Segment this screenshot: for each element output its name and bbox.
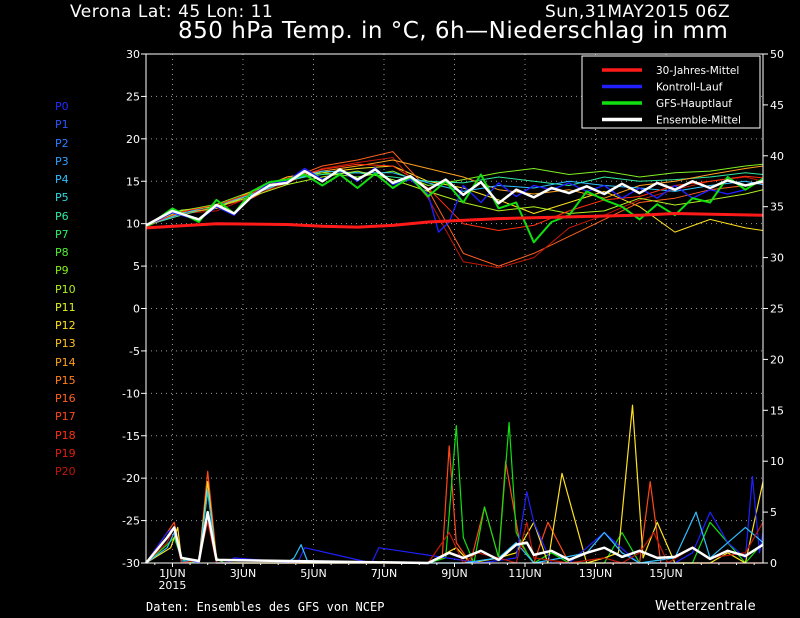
left-tick-label: -15 [122,430,140,443]
right-tick-label: 50 [770,48,784,61]
member-label: P1 [55,118,69,132]
member-label: P4 [55,173,69,186]
temperature-series [145,151,764,269]
left-tick-label: -20 [122,472,140,485]
left-tick-label: 5 [133,260,140,273]
x-tick-label: 9JUN [441,567,468,580]
member-label: P19 [55,446,76,460]
brand-text: Wetterzentrale [655,599,756,614]
x-tick-label: 5JUN [300,567,327,580]
left-tick-label: 25 [126,90,140,103]
legend-label: Ensemble-Mittel [656,115,741,127]
temp-member-line [145,163,764,228]
left-tick-label: 0 [133,303,140,316]
member-label: P2 [55,136,69,150]
left-tick-label: -30 [122,557,140,570]
member-label: P18 [55,428,76,442]
data-source-text: Daten: Ensembles des GFS von NCEP [146,600,385,614]
member-label: P5 [55,191,69,205]
right-tick-label: 0 [770,557,777,570]
left-tick-label: 15 [126,175,140,188]
x-tick-label: 15JUN [649,567,683,580]
operational-run-line [145,172,764,244]
member-label: P11 [55,300,76,314]
left-tick-label: 30 [126,48,140,61]
member-label: P6 [55,209,69,223]
left-tick-label: 20 [126,133,140,146]
grid-lines [146,54,763,563]
run-date-label: Sun,31MAY2015 06Z [545,2,731,22]
member-label: P0 [55,100,69,113]
plot-frame [145,53,764,564]
right-tick-label: 30 [770,252,784,265]
member-label: P13 [55,337,76,351]
legend-label: GFS-Hauptlauf [656,98,732,110]
x-tick-label: 11JUN [508,567,542,580]
member-label: P9 [55,264,69,278]
legend-label: Kontroll-Lauf [656,82,723,94]
member-label: P7 [55,227,69,241]
legend: 30-Jahres-Mittel Kontroll-Lauf GFS-Hauptla… [581,55,761,129]
chart-title: 850 hPa Temp. in °C, 6h—Niederschlag in … [178,18,729,44]
x-tick-label: 13JUN [579,567,613,580]
x-tick-sublabel: 2015 [158,579,186,592]
member-label: P15 [55,373,76,387]
right-tick-label: 40 [770,150,784,163]
legend-label: 30-Jahres-Mittel [656,65,739,77]
right-tick-label: 25 [770,303,784,316]
left-tick-label: 10 [126,218,140,231]
right-tick-label: 35 [770,201,784,214]
left-tick-label: -25 [122,515,140,528]
left-tick-label: -5 [129,345,140,358]
temp-member-line [145,172,764,226]
member-label: P16 [55,392,76,405]
member-label: P10 [55,282,76,296]
x-tick-label: 3JUN [230,567,257,580]
right-tick-label: 20 [770,353,784,366]
right-tick-label: 45 [770,99,784,112]
left-axis-ticks: 30 25 20 15 10 5 0 -5 -10 -15 -20 -25 -30 [122,48,146,570]
x-tick-label: 7JUN [371,567,398,580]
precip-member-line [145,510,764,565]
member-label: P20 [55,465,76,478]
climatology-line [145,212,764,230]
member-label: P17 [55,410,76,424]
temp-member-line [145,170,764,226]
member-label: P8 [55,246,69,259]
left-tick-label: -10 [122,387,140,400]
right-tick-label: 15 [770,404,784,417]
member-label: P12 [55,319,76,332]
x-tick-label: 1JUN [159,567,186,580]
member-label: P3 [55,154,69,168]
right-tick-label: 10 [770,455,784,468]
member-label: P14 [55,355,76,369]
location-label: Verona Lat: 45 Lon: 11 [70,2,274,22]
right-tick-label: 5 [770,506,777,519]
precip-member-line [145,421,764,564]
ensemble-mean-line [145,168,764,227]
legend-box [581,55,761,129]
